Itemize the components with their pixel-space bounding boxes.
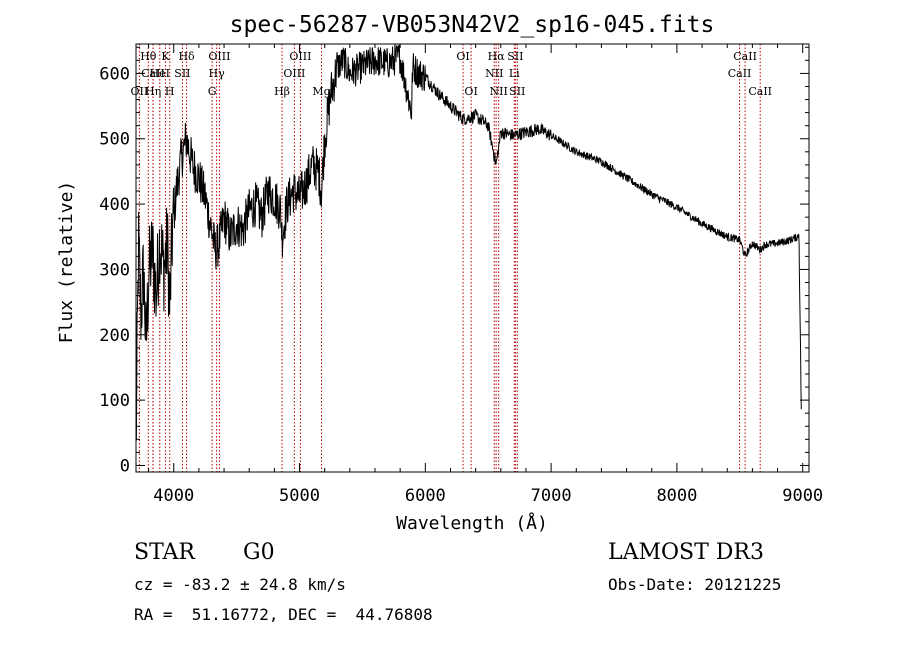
y-tick-label: 600 [99, 64, 130, 84]
x-tick-label: 6000 [405, 486, 446, 506]
line-label: CaII [748, 85, 772, 98]
y-tick-label: 300 [99, 260, 130, 280]
line-label: OIII [208, 50, 230, 63]
line-label: Hη [145, 85, 161, 98]
object-subclass: G0 [243, 540, 275, 565]
line-label: OIII [289, 50, 311, 63]
line-label: K [161, 50, 170, 63]
line-label: OIII [283, 67, 305, 80]
line-label: Hδ [178, 50, 195, 63]
x-tick-label: 4000 [153, 486, 194, 506]
line-label: Li [509, 67, 520, 80]
x-tick-label: 9000 [782, 486, 823, 506]
line-label: Mg [312, 85, 330, 98]
line-label: SII [174, 67, 190, 80]
x-axis-label: Wavelength (Å) [396, 512, 548, 534]
survey-name: LAMOST DR3 [608, 540, 764, 565]
y-tick-label: 200 [99, 326, 130, 346]
line-label: Hγ [209, 67, 226, 80]
line-label: Hθ [140, 50, 157, 63]
observation-date: Obs-Date: 20121225 [608, 575, 782, 594]
y-tick-label: 500 [99, 130, 130, 150]
line-label: CaII [141, 67, 165, 80]
line-label: Hβ [274, 85, 290, 98]
coordinates: RA = 51.16772, DEC = 44.76808 [134, 605, 433, 624]
line-label: OI [464, 85, 477, 98]
chart-title: spec-56287-VB053N42V2_sp16-045.fits [230, 12, 715, 38]
x-axis: 4000 5000 6000 7000 8000 9000 [148, 44, 823, 506]
line-label: G [208, 85, 217, 98]
redshift-cz: cz = -83.2 ± 24.8 km/s [134, 575, 346, 594]
x-tick-label: 7000 [531, 486, 572, 506]
plot-frame [135, 43, 810, 473]
line-label: NII [490, 85, 508, 98]
line-label: CaII [733, 50, 757, 63]
y-tick-label: 400 [99, 195, 130, 215]
line-label: SII [507, 50, 523, 63]
y-tick-label: 0 [120, 456, 130, 476]
line-label: Hα [488, 50, 506, 63]
object-class: STAR [134, 540, 195, 565]
y-axis: 0 100 200 300 400 500 600 [99, 46, 809, 476]
line-label: OI [456, 50, 469, 63]
line-label: NII [485, 67, 503, 80]
spectrum-line [135, 44, 802, 441]
y-tick-label: 100 [99, 391, 130, 411]
line-label: CaII [728, 67, 752, 80]
line-label: OII [131, 85, 149, 98]
x-tick-label: 5000 [279, 486, 320, 506]
line-label: H [165, 85, 175, 98]
line-label: HeI [150, 67, 170, 80]
line-label: SII [509, 85, 525, 98]
x-tick-label: 8000 [656, 486, 697, 506]
y-axis-label: Flux (relative) [56, 181, 77, 344]
